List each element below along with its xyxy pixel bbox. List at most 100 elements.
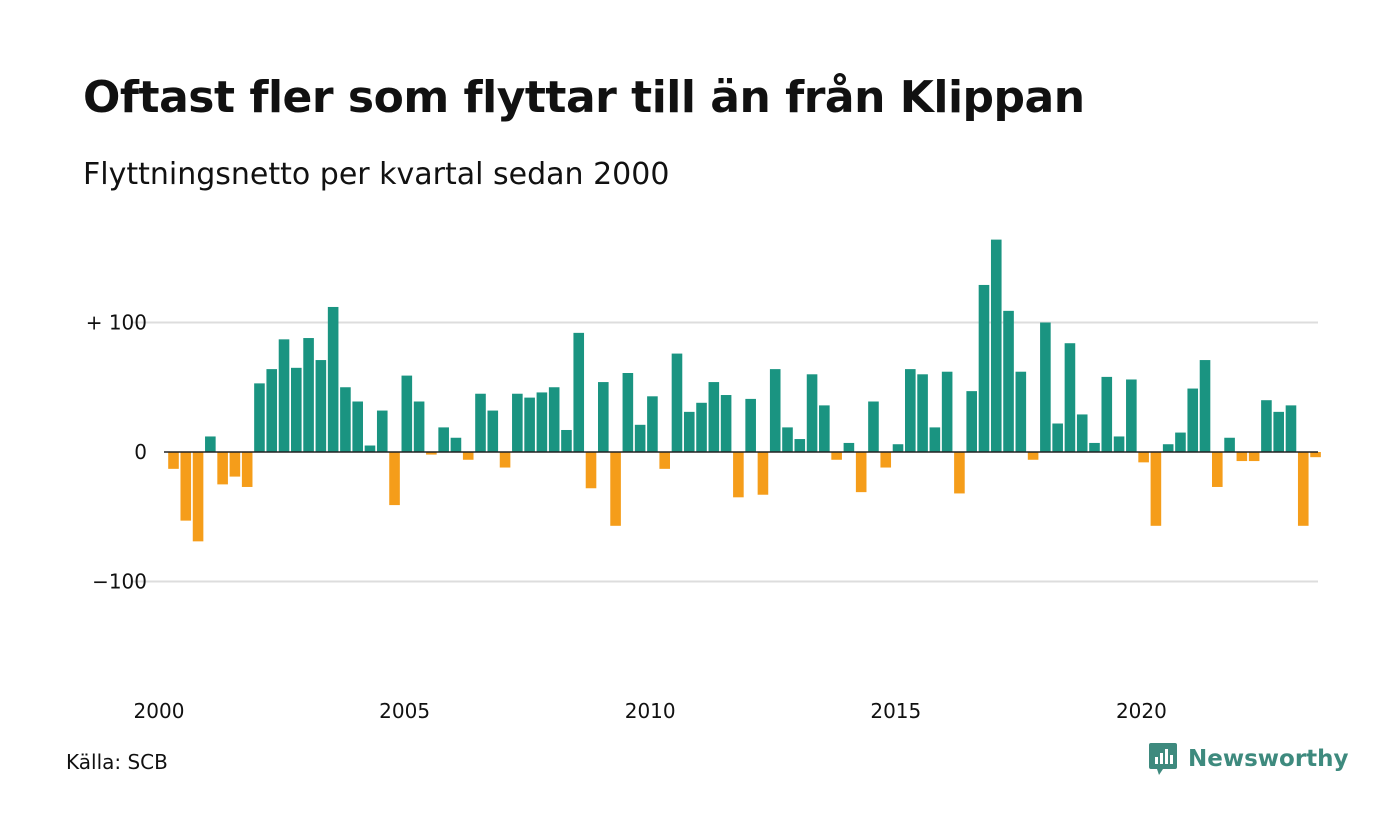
bar-positive (794, 439, 806, 452)
bar-positive (487, 410, 499, 452)
bar-positive (782, 427, 793, 452)
bar-positive (1199, 360, 1211, 452)
bar-negative (1236, 452, 1248, 462)
brand-logo: Newsworthy (1148, 742, 1349, 776)
bar-negative (389, 452, 400, 506)
bar-positive (769, 369, 781, 452)
bar-positive (1224, 437, 1235, 452)
bar-positive (1003, 310, 1014, 453)
bar-positive (340, 387, 351, 452)
bar-positive (1187, 388, 1199, 452)
bar-negative (585, 452, 597, 489)
chart-subtitle: Flyttningsnetto per kvartal sedan 2000 (83, 157, 670, 192)
bar-positive (1175, 432, 1186, 452)
bar-positive (327, 306, 339, 452)
y-axis-labels: + 100 0 −100 (86, 311, 147, 594)
bar-positive (622, 373, 634, 452)
x-axis-labels: 2000 2005 2010 2015 2020 (134, 699, 1167, 723)
bar-negative (610, 452, 621, 526)
bar-positive (352, 401, 363, 452)
bar-positive (205, 436, 216, 452)
bar-negative (1138, 452, 1149, 463)
bar-negative (954, 452, 965, 494)
bar-positive (647, 396, 658, 452)
y-tick-label: + 100 (86, 311, 147, 335)
bar-positive (1162, 444, 1174, 452)
bar-positive (598, 382, 609, 452)
bar-negative (1150, 452, 1162, 526)
bar-positive (905, 369, 916, 452)
bar-negative (1297, 452, 1309, 526)
source-note: Källa: SCB (66, 750, 168, 774)
chart-title: Oftast fler som flyttar till än från Kli… (83, 72, 1085, 123)
bars (168, 239, 1321, 542)
bar-positive (978, 284, 990, 452)
bar-negative (831, 452, 842, 460)
bar-negative (1212, 452, 1223, 487)
bar-negative (192, 452, 204, 542)
bar-positive (364, 445, 376, 452)
bar-positive (843, 442, 855, 452)
bar-positive (929, 427, 941, 452)
bar-positive (303, 338, 314, 452)
bar-positive (868, 401, 879, 452)
bar-negative (180, 452, 192, 521)
bar-positive (708, 382, 720, 452)
bar-positive (1101, 376, 1113, 452)
bar-positive (745, 398, 756, 452)
bar-positive (1089, 442, 1100, 452)
bar-positive (1052, 423, 1063, 452)
bar-positive (1040, 322, 1051, 452)
bar-positive (683, 411, 695, 452)
bar-positive (512, 393, 523, 452)
bar-negative (880, 452, 892, 468)
x-tick-label: 2005 (379, 699, 430, 723)
bar-positive (278, 339, 290, 452)
bar-negative (757, 452, 769, 495)
bar-positive (401, 375, 413, 453)
bar-positive (1126, 379, 1137, 452)
bar-positive (1261, 400, 1272, 452)
bar-positive (966, 391, 977, 452)
bar-negative (499, 452, 511, 468)
bar-positive (561, 429, 572, 453)
bar-positive (1285, 405, 1297, 452)
bar-positive (524, 397, 535, 452)
bar-positive (696, 402, 707, 452)
bar-negative (168, 452, 179, 469)
x-tick-label: 2000 (134, 699, 185, 723)
bar-negative (733, 452, 744, 498)
bar-positive (254, 383, 265, 452)
bar-positive (917, 374, 928, 452)
bar-positive (819, 405, 830, 452)
bar-positive (548, 387, 560, 452)
y-tick-label: −100 (92, 570, 147, 594)
bar-positive (438, 427, 449, 452)
bar-negative (1248, 452, 1260, 462)
bar-positive (315, 360, 327, 452)
bar-negative (855, 452, 867, 493)
bar-positive (1015, 371, 1027, 452)
bar-positive (573, 332, 585, 452)
bar-positive (475, 393, 486, 452)
bar-negative (1310, 452, 1321, 458)
bar-negative (426, 452, 437, 455)
bar-negative (1027, 452, 1039, 460)
bar-negative (659, 452, 670, 469)
x-tick-label: 2010 (625, 699, 676, 723)
bar-positive (1064, 343, 1076, 452)
bar-positive (634, 424, 646, 453)
bar-positive (990, 239, 1002, 452)
bar-positive (892, 444, 904, 452)
bar-positive (1076, 414, 1088, 452)
bar-negative (217, 452, 228, 485)
bar-negative (229, 452, 241, 477)
bar-positive (671, 353, 683, 452)
bar-positive (291, 367, 302, 452)
x-tick-label: 2020 (1116, 699, 1167, 723)
bar-positive (941, 371, 953, 452)
bar-positive (720, 395, 732, 452)
bar-positive (450, 437, 462, 452)
bar-positive (536, 392, 548, 452)
bar-positive (266, 369, 278, 452)
